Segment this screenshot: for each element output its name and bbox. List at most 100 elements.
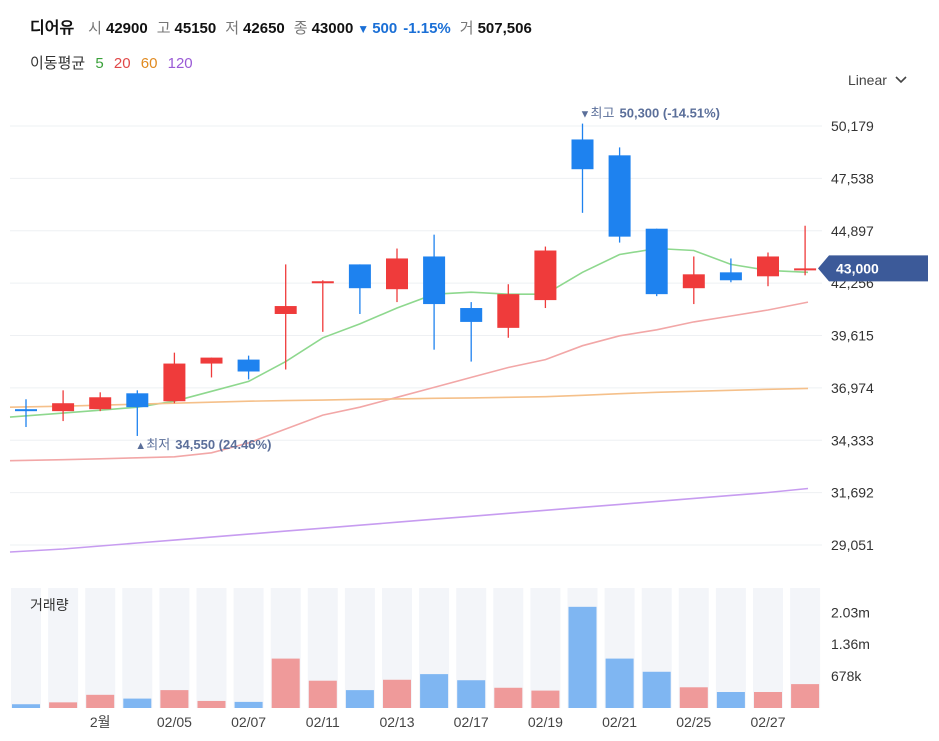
date-tick-label: 02/13 [379,714,414,730]
volume-bar [86,694,115,708]
price-tick-label: 50,179 [831,118,874,134]
volume-bar [345,690,374,708]
volume-column-bg [530,588,561,708]
scale-selector-label: Linear [848,72,887,88]
volume-bar [679,687,708,708]
price-tick-label: 44,897 [831,223,874,239]
stock-header: 디어유 시 42900 고 45150 저 42650 종 43000 ▼ 50… [30,14,541,38]
candle-body [15,409,37,412]
ma-legend-60[interactable]: 60 [140,55,158,72]
candle-body [52,403,75,412]
volume-column-bg [196,588,227,708]
date-tick-label: 02/11 [306,714,340,730]
candle-body [274,306,297,314]
candle-body [460,308,483,322]
candle-body [719,272,742,281]
volume-bar [49,702,78,708]
change-percent: -1.15% [403,20,451,37]
date-tick-label: 02/17 [454,714,489,730]
volume-bar [160,690,189,708]
close-value: 43000 [311,20,354,37]
volume-column-bg [11,588,41,708]
candle-body [423,256,446,305]
volume-column-bg [715,588,746,708]
volume-bar [605,658,634,708]
volume-bar [494,687,523,708]
volume-bar [420,674,449,708]
close-label: 종 [293,20,308,37]
volume-bar [457,680,486,708]
ma-legend-120[interactable]: 120 [167,55,193,72]
high-value: 45150 [174,20,217,37]
volume-bar [754,692,782,708]
candle-body [89,397,112,410]
stock-name: 디어유 [30,20,75,37]
date-tick-label: 02/19 [528,714,563,730]
current-price-label: 43,000 [836,260,879,276]
date-tick-label: 02/07 [231,714,266,730]
volume-column-bg [48,588,79,708]
volume-bar [716,692,745,708]
moving-average-lines [9,247,809,553]
price-tick-label: 39,615 [831,328,874,344]
volume-bar [234,701,263,708]
ma-line-60 [9,387,809,408]
annotations: ▼ 최고 50,300 (-14.51%) ▲ 최저 34,550 (24.46%) 43,… [135,106,928,452]
date-tick-label: 02/27 [750,714,785,730]
volume-label: 거 [459,20,474,37]
volume-bar [531,690,560,708]
candle-body [497,294,520,328]
high-annotation-value: 50,300 (-14.51%) [620,106,720,121]
volume-column-bg [85,588,116,708]
volume-bar [12,704,40,708]
low-annotation-label: 최저 [146,437,170,452]
price-tick-label: 34,333 [831,432,874,448]
candle-body [386,258,408,290]
volume-column-bg [122,588,153,708]
high-marker-icon: ▼ [580,109,591,121]
volume-bar [308,680,337,708]
candle-body [163,363,186,402]
volume-column-bg [233,588,264,708]
date-axis: 2월 02/05 02/07 02/11 02/13 02/17 02/19 02/21 02/… [90,714,786,730]
candle-body [534,250,557,301]
candle-body [348,264,371,289]
scale-selector[interactable]: Linear [848,72,907,88]
open-label: 시 [88,20,102,37]
volume-tick-label: 1.36m [831,636,870,652]
volume-column-bg [159,588,190,708]
price-axis: 50,17947,53844,89742,25639,61536,97434,3… [831,118,874,553]
volume-bar [197,700,226,708]
volume-bar [271,658,300,708]
candle-body [200,357,223,364]
high-label: 고 [156,20,171,37]
low-label: 저 [225,20,240,37]
volume-tick-label: 2.03m [831,604,870,620]
volume-bar [568,606,597,708]
candle-body [682,274,705,289]
candle-body [794,268,817,271]
open-value: 42900 [105,20,148,37]
candle-body [608,155,631,237]
price-tick-label: 36,974 [831,380,874,396]
volume-bar [642,671,671,708]
volume-column-bg [753,588,783,708]
date-tick-label: 2월 [90,714,111,730]
change-down-icon: ▼ [357,22,370,36]
candle-body [126,393,149,408]
candle-body [311,281,334,284]
high-annotation-label: 최고 [591,106,615,121]
volume-bar [383,679,411,708]
date-tick-label: 02/21 [602,714,637,730]
ma-legend-20[interactable]: 20 [113,55,131,72]
ma-legend-label: 이동평균 [30,55,86,72]
volume-value: 507,506 [477,20,532,37]
candlesticks [15,123,817,436]
date-tick-label: 02/05 [157,714,192,730]
low-marker-icon: ▲ [135,440,146,452]
ma-legend-5[interactable]: 5 [95,55,104,72]
candle-body [237,359,260,372]
change-value: 500 [372,20,398,37]
current-price-tag [818,255,928,282]
